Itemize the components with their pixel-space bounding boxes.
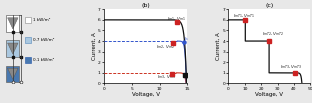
Title: (b): (b) [141, 3, 150, 8]
Bar [7, 15, 19, 32]
Bar [7, 40, 19, 57]
Polygon shape [7, 68, 18, 79]
Text: $I_s$: $I_s$ [184, 74, 189, 82]
Text: 0.7 kW/m²: 0.7 kW/m² [32, 38, 54, 42]
Text: $I_{mT3}$, $V_{mT3}$: $I_{mT3}$, $V_{mT3}$ [280, 63, 303, 71]
Title: (c): (c) [265, 3, 274, 8]
Y-axis label: Current, A: Current, A [216, 32, 221, 60]
Text: 0.1 kW/m²: 0.1 kW/m² [32, 58, 54, 62]
Polygon shape [7, 18, 18, 29]
X-axis label: Voltage, V: Voltage, V [256, 92, 283, 97]
Text: $I_{mT1}$, $V_{mT1}$: $I_{mT1}$, $V_{mT1}$ [232, 12, 255, 20]
Text: $I_{mT2}$, $V_{mT2}$: $I_{mT2}$, $V_{mT2}$ [262, 30, 285, 38]
Bar [7, 66, 19, 82]
Y-axis label: Current, A: Current, A [91, 32, 96, 60]
Text: $I_s$: $I_s$ [184, 35, 189, 43]
Bar [25, 17, 32, 23]
X-axis label: Voltage, V: Voltage, V [132, 92, 160, 97]
Bar [25, 37, 32, 43]
Polygon shape [7, 43, 18, 54]
Text: $I_{m3}$, $V_{m3}$: $I_{m3}$, $V_{m3}$ [157, 73, 176, 81]
Text: $I_{m2}$, $V_{m2}$: $I_{m2}$, $V_{m2}$ [156, 43, 174, 51]
Text: $I_{m1}$, $V_{m1}$: $I_{m1}$, $V_{m1}$ [167, 16, 186, 23]
Bar [25, 57, 32, 63]
Text: 1 kW/m²: 1 kW/m² [32, 18, 50, 22]
